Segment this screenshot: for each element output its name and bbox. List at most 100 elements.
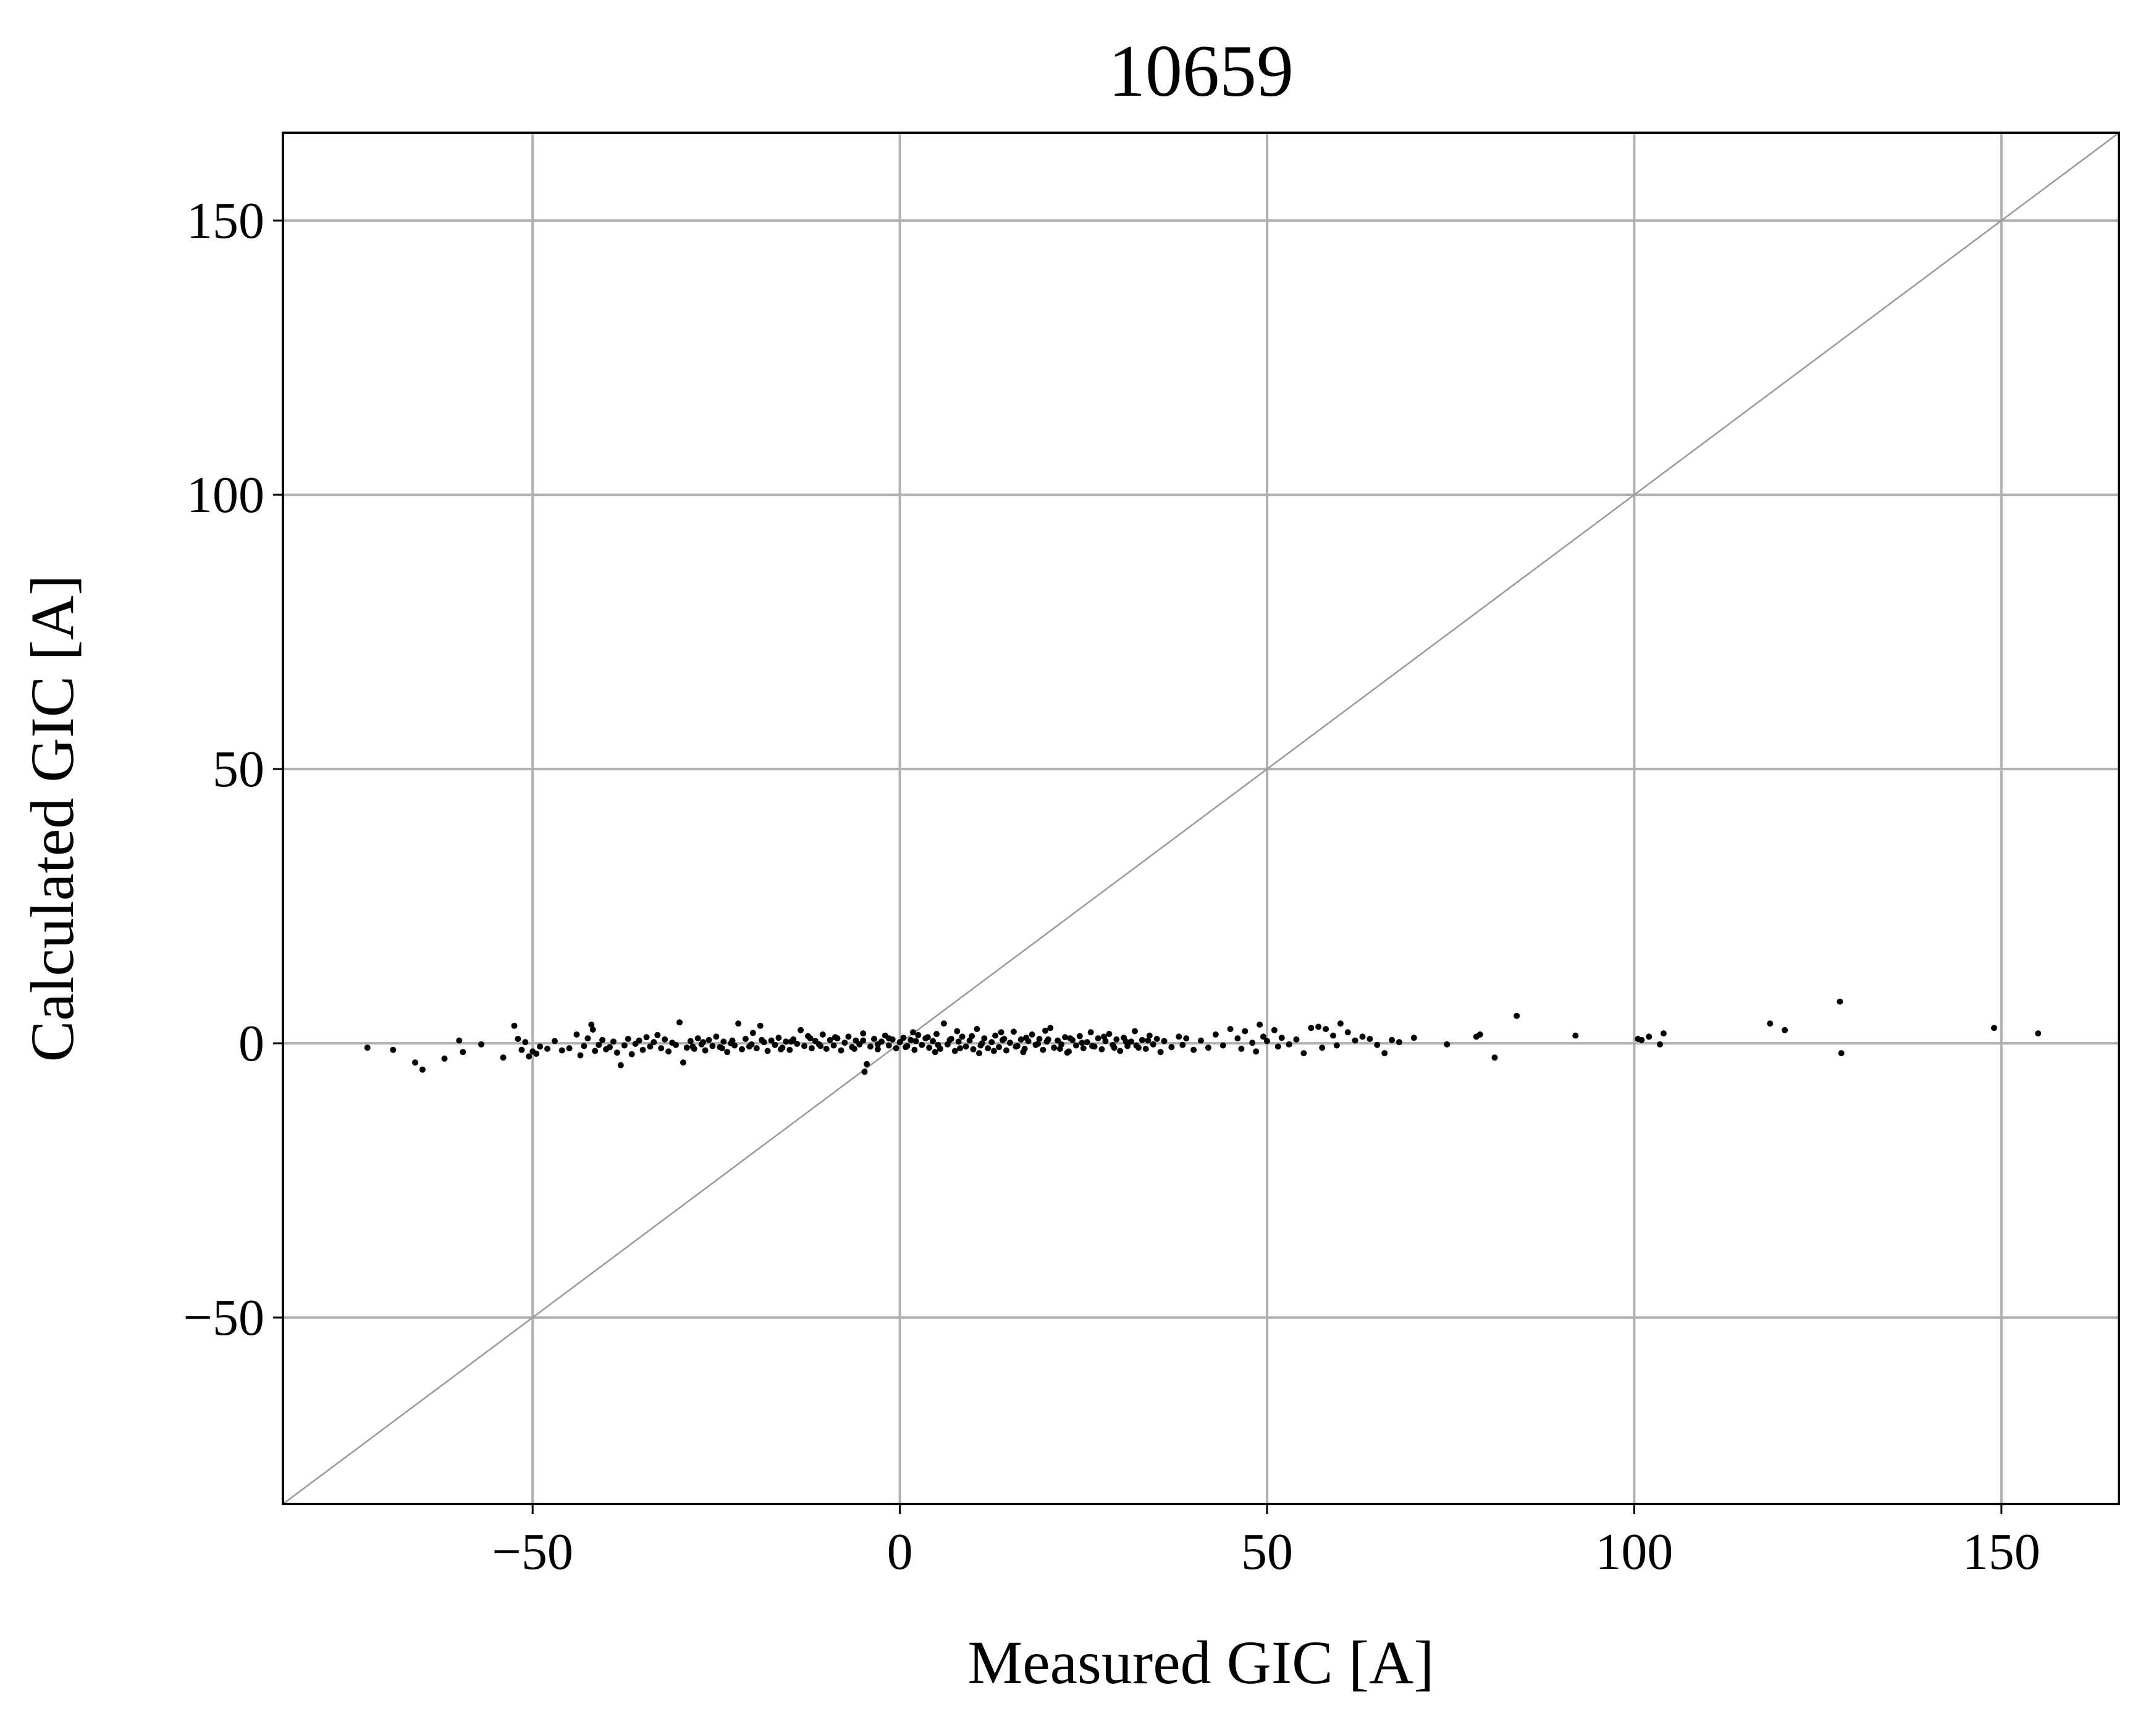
x-tick-label: 50 — [1241, 1523, 1293, 1581]
scatter-point — [1389, 1036, 1396, 1043]
scatter-point — [1106, 1031, 1113, 1037]
scatter-point — [729, 1037, 736, 1044]
scatter-point — [1381, 1050, 1388, 1057]
scatter-point — [1139, 1036, 1145, 1043]
scatter-point — [1260, 1033, 1266, 1040]
scatter-point — [709, 1043, 716, 1049]
scatter-point — [1153, 1036, 1160, 1042]
scatter-point — [808, 1045, 815, 1052]
scatter-point — [1638, 1036, 1645, 1043]
scatter-point — [558, 1047, 565, 1054]
scatter-point — [783, 1038, 790, 1045]
y-tick-label: 100 — [187, 466, 264, 524]
scatter-point — [1176, 1033, 1182, 1040]
scatter-point — [893, 1045, 899, 1052]
scatter-point — [724, 1049, 731, 1056]
scatter-point — [759, 1036, 765, 1043]
scatter-point — [1145, 1037, 1152, 1044]
scatter-point — [1366, 1036, 1373, 1042]
scatter-point — [853, 1037, 859, 1044]
scatter-point — [1157, 1049, 1164, 1056]
scatter-point — [1161, 1038, 1168, 1044]
scatter-point — [1319, 1044, 1326, 1051]
scatter-point — [1029, 1031, 1035, 1038]
scatter-point — [907, 1036, 914, 1043]
scatter-point — [786, 1046, 793, 1053]
scatter-point — [713, 1033, 720, 1040]
scatter-point — [662, 1036, 668, 1043]
scatter-point — [1767, 1020, 1774, 1027]
scatter-point — [687, 1038, 694, 1044]
scatter-point — [874, 1041, 881, 1048]
scatter-point — [1838, 1050, 1845, 1057]
scatter-point — [1056, 1046, 1063, 1052]
scatter-point — [1444, 1041, 1451, 1048]
scatter-point — [702, 1047, 709, 1054]
scatter-point — [772, 1041, 778, 1048]
scatter-point — [1089, 1043, 1096, 1049]
scatter-point — [1133, 1042, 1140, 1049]
scatter-point — [1300, 1050, 1307, 1057]
scatter-point — [871, 1036, 877, 1042]
scatter-point — [1646, 1033, 1653, 1040]
scatter-point — [700, 1039, 706, 1046]
scatter-point — [1257, 1021, 1263, 1028]
scatter-point — [940, 1020, 947, 1027]
scatter-point — [1286, 1041, 1292, 1048]
scatter-point — [955, 1038, 962, 1045]
scatter-point — [896, 1039, 903, 1046]
scatter-point — [915, 1031, 922, 1038]
scatter-point — [1023, 1035, 1030, 1041]
scatter-point — [954, 1028, 961, 1035]
scatter-point — [932, 1049, 938, 1056]
scatter-point — [621, 1042, 628, 1049]
scatter-point — [832, 1034, 838, 1041]
x-axis-title: Measured GIC [A] — [967, 1628, 1434, 1697]
scatter-point — [1274, 1043, 1281, 1050]
grid — [283, 133, 2119, 1504]
scatter-point — [511, 1022, 518, 1029]
scatter-point — [1001, 1036, 1008, 1042]
scatter-point — [807, 1035, 814, 1042]
scatter-point — [1062, 1034, 1069, 1041]
scatter-point — [658, 1045, 665, 1052]
scatter-point — [566, 1045, 573, 1052]
scatter-point — [390, 1046, 397, 1053]
scatter-point — [992, 1032, 999, 1039]
scatter-point — [537, 1043, 544, 1050]
scatter-point — [607, 1044, 613, 1051]
scatter-point — [1308, 1025, 1315, 1031]
scatter-point — [823, 1046, 830, 1052]
scatter-point — [1087, 1029, 1094, 1036]
scatter-point — [1514, 1012, 1520, 1019]
scatter-point — [1051, 1044, 1058, 1051]
scatter-point — [518, 1046, 525, 1053]
scatter-point — [1042, 1027, 1048, 1034]
scatter-point — [860, 1030, 867, 1037]
scatter-point — [551, 1038, 558, 1044]
scatter-point — [864, 1061, 870, 1067]
scatter-point — [1040, 1046, 1046, 1053]
scatter-point — [919, 1041, 925, 1048]
scatter-point — [830, 1042, 837, 1049]
scatter-point — [1150, 1041, 1156, 1048]
scatter-point — [735, 1020, 742, 1027]
scatter-point — [900, 1035, 907, 1041]
scatter-point — [959, 1033, 966, 1040]
scatter-point — [1491, 1054, 1498, 1061]
scatter-point — [1660, 1030, 1667, 1037]
scatter-point — [533, 1051, 540, 1057]
scatter-point — [1146, 1032, 1153, 1039]
scatter-point — [749, 1030, 756, 1036]
scatter-point — [1410, 1035, 1417, 1041]
scatter-point — [412, 1059, 418, 1066]
scatter-point — [1142, 1046, 1149, 1052]
scatter-point — [599, 1036, 606, 1043]
scatter-point — [926, 1044, 933, 1051]
scatter-point — [903, 1044, 909, 1051]
scatter-point — [1122, 1038, 1129, 1045]
scatter-point — [935, 1041, 941, 1048]
scatter-point — [419, 1066, 426, 1073]
scatter-point — [946, 1036, 953, 1043]
